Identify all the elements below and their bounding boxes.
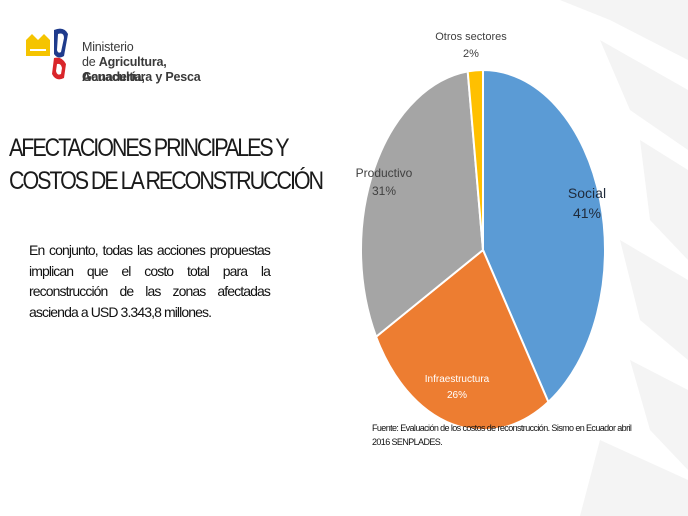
- body-paragraph: En conjunto, todas las acciones propuest…: [29, 242, 271, 320]
- pie-slice-productivo: [360, 70, 485, 339]
- data-label-category-social: Social: [568, 185, 606, 201]
- slide-title: AFECTACIONES PRINCIPALES Y COSTOS DE LA …: [9, 132, 324, 198]
- logo-line-2-prefix: de: [82, 55, 99, 69]
- data-label-category-infraestructura: Infraestructura: [425, 374, 490, 385]
- slide-title-line-2: COSTOS DE LA RECONSTRUCCIÓN: [9, 167, 324, 195]
- pie-slice-infraestructura: [374, 248, 550, 431]
- data-label-value-social: 41%: [573, 205, 601, 221]
- data-label-value-infraestructura: 26%: [447, 390, 467, 401]
- logo-line-1: Ministerio: [82, 40, 134, 54]
- data-label-value-otros-sectores: 2%: [463, 48, 479, 60]
- logo-line-3: Acuacultura y Pesca: [82, 70, 201, 84]
- ministry-emblem-icon: [26, 28, 68, 80]
- logo-line-2-bold: Agricultura, Ganadería,: [82, 55, 167, 84]
- source-note: Fuente: Evaluación de los costos de reco…: [372, 423, 632, 447]
- slide-title-line-1: AFECTACIONES PRINCIPALES Y: [9, 134, 290, 162]
- pie-chart: Social 41% Infraestructura 26% Productivo 31%…: [356, 31, 606, 431]
- data-label-value-productivo: 31%: [372, 184, 396, 198]
- data-label-category-otros-sectores: Otros sectores: [435, 31, 507, 43]
- pie-slice-otros-sectores: [466, 68, 484, 251]
- data-label-category-productivo: Productivo: [356, 166, 413, 180]
- ministry-logo: Ministerio de Agricultura, Ganadería, Ac…: [24, 26, 224, 86]
- logo-line-2: de Agricultura, Ganadería,: [82, 55, 224, 85]
